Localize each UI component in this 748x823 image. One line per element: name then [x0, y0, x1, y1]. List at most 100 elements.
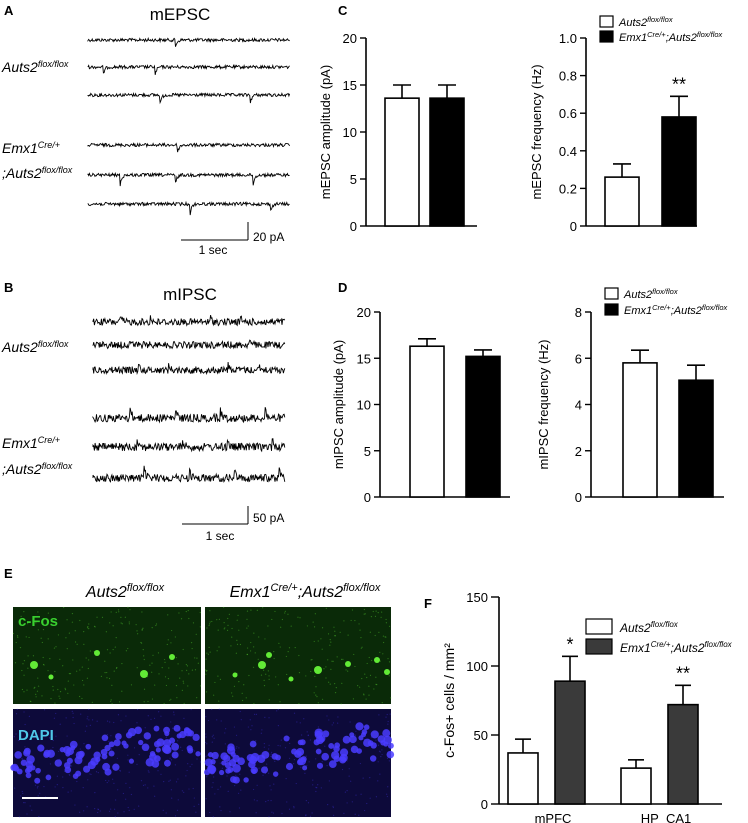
noise-speck [66, 648, 68, 650]
noise-speck [213, 737, 215, 739]
noise-speck [385, 636, 387, 638]
cell-nucleus [358, 735, 364, 741]
noise-speck [211, 741, 213, 743]
noise-speck [205, 673, 207, 675]
noise-speck [330, 641, 332, 643]
noise-speck [155, 623, 158, 625]
noise-speck [125, 782, 127, 784]
dapi-ko-panel [204, 708, 395, 818]
noise-speck [359, 629, 361, 631]
noise-speck [140, 780, 143, 782]
cell-nucleus [163, 739, 172, 748]
y-tick-label: 150 [466, 590, 488, 605]
cell-nucleus [115, 733, 122, 740]
noise-speck [379, 773, 381, 775]
noise-speck [15, 641, 17, 644]
noise-speck [174, 636, 176, 638]
noise-speck [238, 681, 240, 683]
noise-speck [79, 695, 81, 698]
noise-speck [128, 621, 130, 623]
noise-speck [17, 636, 19, 638]
noise-speck [276, 710, 278, 712]
noise-speck [13, 736, 15, 738]
noise-speck [163, 658, 166, 661]
noise-speck [312, 784, 314, 786]
noise-speck [18, 816, 21, 818]
noise-speck [40, 637, 42, 639]
noise-speck [332, 805, 334, 807]
noise-speck [42, 656, 44, 659]
cell-nucleus [169, 654, 175, 660]
noise-speck [180, 618, 183, 620]
noise-speck [154, 795, 156, 797]
cell-nucleus [219, 769, 225, 776]
noise-speck [70, 790, 72, 792]
noise-speck [262, 774, 264, 776]
noise-speck [245, 697, 247, 699]
noise-speck [368, 685, 370, 687]
noise-speck [157, 652, 160, 654]
bar [409, 345, 445, 498]
noise-speck [79, 748, 81, 750]
noise-speck [266, 763, 268, 765]
noise-speck [120, 616, 122, 618]
noise-speck [157, 770, 159, 772]
noise-speck [359, 762, 361, 765]
noise-speck [321, 627, 324, 629]
noise-speck [169, 699, 171, 701]
noise-speck [37, 795, 39, 797]
noise-speck [129, 787, 131, 789]
noise-speck [220, 720, 222, 722]
cell-nucleus [251, 768, 257, 774]
b-label-ko-line1: Emx1Cre/+ [2, 435, 60, 451]
y-tick-label: 50 [474, 728, 488, 743]
noise-speck [334, 630, 336, 632]
noise-speck [114, 816, 116, 818]
noise-speck [47, 638, 49, 640]
noise-speck [119, 770, 122, 772]
mipsc-title: mIPSC [163, 285, 217, 304]
noise-speck [56, 775, 58, 777]
noise-speck [108, 677, 111, 680]
noise-speck [110, 808, 112, 810]
cell-nucleus [232, 672, 238, 678]
noise-speck [306, 625, 309, 627]
noise-speck [36, 690, 39, 692]
cell-nucleus [11, 763, 19, 771]
noise-speck [187, 685, 189, 687]
noise-speck [300, 766, 302, 768]
noise-speck [26, 689, 28, 691]
y-tick-label: 15 [357, 351, 371, 366]
noise-speck [113, 808, 116, 810]
noise-speck [298, 672, 301, 674]
noise-speck [288, 757, 291, 759]
noise-speck [23, 691, 25, 693]
noise-speck [69, 673, 72, 675]
noise-speck [285, 655, 287, 658]
noise-speck [388, 625, 391, 627]
noise-speck [33, 687, 35, 689]
noise-speck [166, 643, 168, 646]
noise-speck [246, 610, 249, 612]
noise-speck [72, 712, 74, 714]
noise-speck [205, 658, 207, 660]
noise-speck [339, 631, 341, 633]
noise-speck [227, 617, 229, 620]
cell-nucleus [361, 729, 368, 735]
noise-speck [227, 624, 229, 626]
cell-nucleus [23, 749, 31, 757]
cell-nucleus [220, 752, 229, 761]
cell-nucleus [173, 724, 181, 732]
noise-speck [267, 670, 269, 672]
noise-speck [323, 668, 325, 670]
noise-speck [355, 730, 357, 732]
noise-speck [284, 610, 286, 612]
noise-speck [254, 713, 256, 715]
noise-speck [369, 631, 371, 633]
noise-speck [79, 811, 81, 813]
noise-speck [45, 730, 47, 733]
noise-speck [273, 657, 275, 660]
cell-nucleus [258, 661, 266, 669]
noise-speck [358, 814, 360, 816]
cell-nucleus [356, 748, 362, 754]
